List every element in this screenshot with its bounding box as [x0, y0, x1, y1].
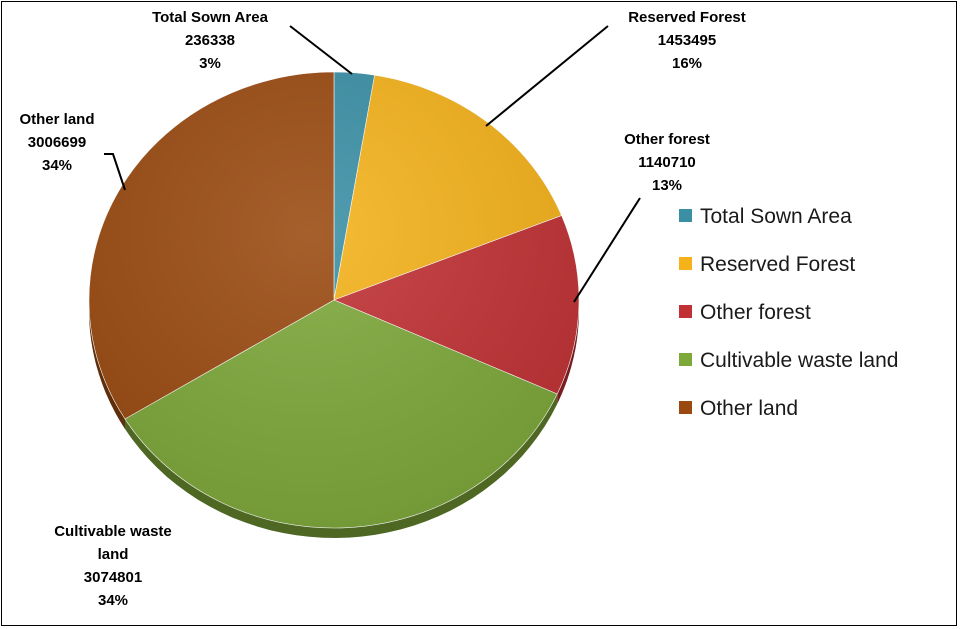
- leader-line: [289, 25, 353, 75]
- data-label-category: Reserved Forest: [628, 9, 746, 26]
- legend-swatch: [679, 353, 692, 366]
- legend-entry: Reserved Forest: [700, 253, 855, 276]
- legend-swatch: [679, 401, 692, 414]
- data-label-percent: 34%: [98, 592, 128, 609]
- legend-entry: Other forest: [700, 301, 811, 324]
- leader-line: [104, 153, 126, 191]
- leader-line: [485, 25, 609, 127]
- legend-swatch: [679, 257, 692, 270]
- data-label-percent: 16%: [672, 55, 702, 72]
- data-label-value: 236338: [185, 32, 235, 49]
- legend: Total Sown Area Reserved Forest Other fore…: [679, 205, 898, 420]
- data-label-category: Other land: [19, 111, 94, 128]
- data-labels: Total Sown Area 236338 3% Reserved Forest 14…: [19, 9, 745, 609]
- legend-entry: Total Sown Area: [700, 205, 852, 228]
- data-label-category: Total Sown Area: [152, 9, 269, 26]
- data-label-category: land: [98, 546, 129, 563]
- data-label-percent: 13%: [652, 177, 682, 194]
- leader-line: [573, 197, 641, 303]
- data-label-category: Other forest: [624, 131, 710, 148]
- data-label-value: 1140710: [638, 154, 696, 171]
- data-label-percent: 34%: [42, 157, 72, 174]
- leader-lines: [104, 25, 641, 303]
- data-label-value: 1453495: [658, 32, 716, 49]
- pie-slices: [88, 71, 580, 538]
- legend-entry: Other land: [700, 397, 798, 420]
- data-label-category: Cultivable waste: [54, 523, 172, 540]
- data-label-value: 3074801: [84, 569, 142, 586]
- data-label-value: 3006699: [28, 134, 86, 151]
- legend-swatch: [679, 305, 692, 318]
- data-label-percent: 3%: [199, 55, 221, 72]
- legend-swatch: [679, 209, 692, 222]
- legend-entry: Cultivable waste land: [700, 349, 898, 372]
